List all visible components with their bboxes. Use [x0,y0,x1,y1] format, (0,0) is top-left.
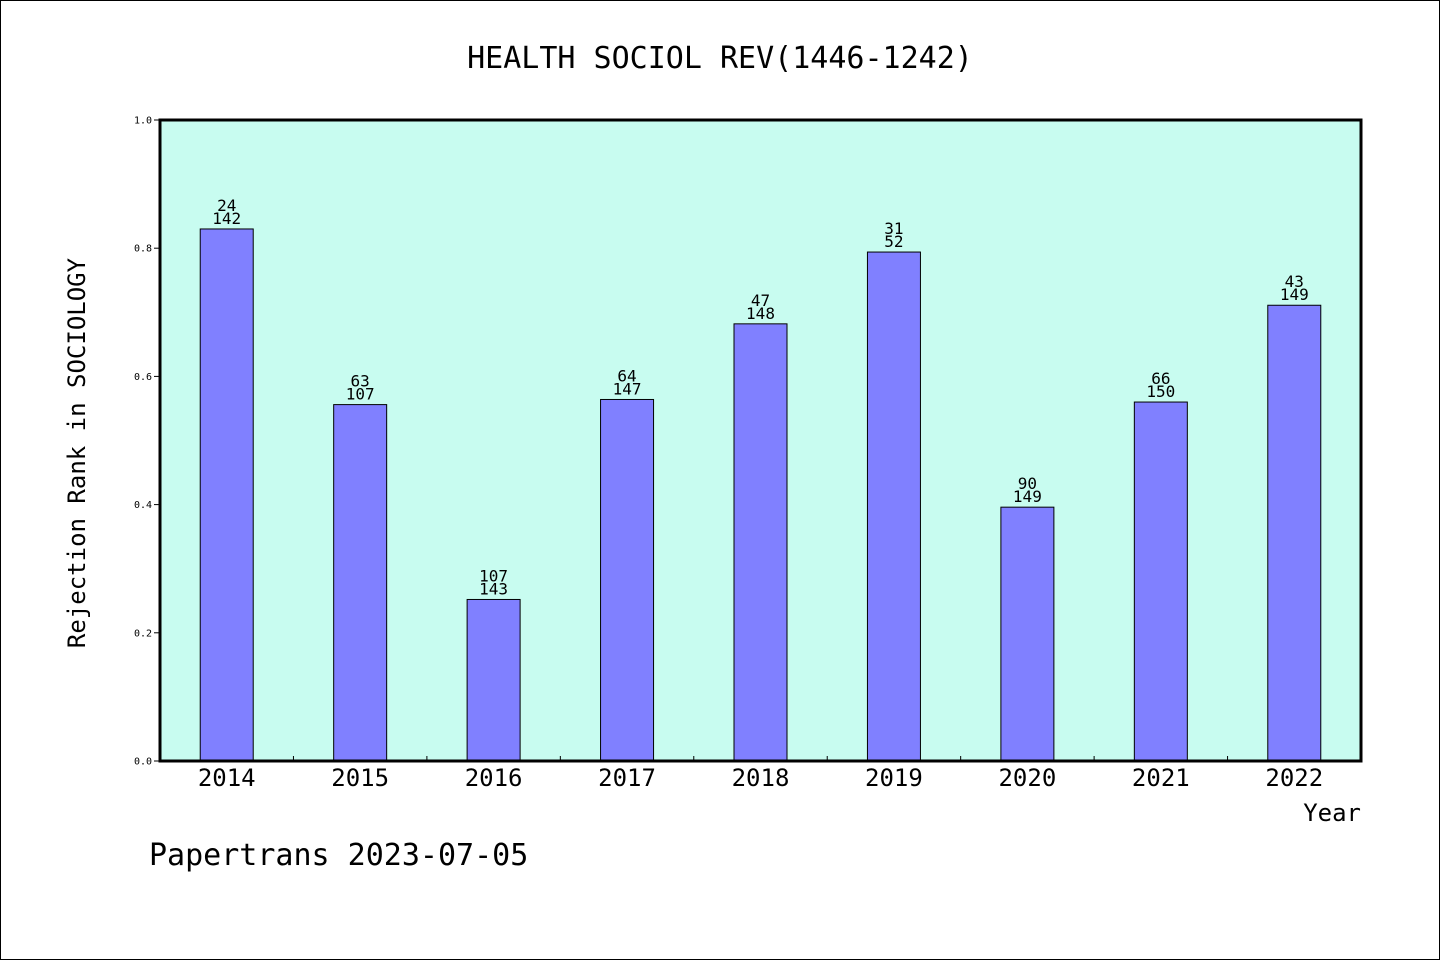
y-tick-label: 0.8 [134,244,152,255]
data-label-top: 24 [217,196,236,215]
data-label-bottom: 147 [613,379,642,398]
y-tick-label: 0.2 [134,628,152,639]
bar-2020 [1000,506,1055,762]
data-label-top: 90 [1018,474,1037,493]
footer-text: Papertrans 2023-07-05 [149,838,528,873]
data-label-top: 66 [1151,369,1170,388]
x-tick-label: 2014 [198,764,256,792]
data-label-top: 47 [751,291,770,310]
data-label-bottom: 149 [1280,285,1309,304]
y-tick-label: 0.6 [134,372,152,383]
data-label-bottom: 149 [1013,487,1042,506]
bar-2021 [1133,401,1188,762]
x-tick-label: 2017 [598,764,656,792]
bar-2017 [600,398,655,762]
bar-2022 [1267,304,1322,762]
bar-2015 [333,404,388,762]
x-axis: 2014 2015 2016 2017 2018 2019 2020 2021 2022 [198,756,1323,792]
data-label-top: 64 [617,366,636,385]
data-label-bottom: 142 [212,209,241,228]
chart-title: HEALTH SOCIOL REV(1446-1242) [467,41,973,76]
data-label-bottom: 107 [346,385,375,404]
x-tick-label: 2018 [732,764,790,792]
data-label-bottom: 52 [884,232,903,251]
x-tick-label: 2022 [1265,764,1323,792]
bar-2018 [733,323,788,762]
data-label-top: 31 [884,219,903,238]
data-label-bottom: 148 [746,304,775,323]
x-tick-label: 2015 [331,764,389,792]
y-tick-label: 0.0 [134,757,152,768]
x-tick-label: 2020 [998,764,1056,792]
x-tick-label: 2021 [1132,764,1190,792]
bar-2014 [199,228,254,762]
plot-border [158,118,1363,763]
data-label-top: 63 [351,372,370,391]
x-tick-label: 2019 [865,764,923,792]
y-tick-label: 0.4 [134,500,152,511]
x-tick-label: 2016 [465,764,523,792]
x-axis-label: Year [1303,799,1361,827]
data-label-top: 107 [479,566,508,585]
data-label-bottom: 143 [479,579,508,598]
y-axis: 0.0 0.2 0.4 0.6 0.8 1.0 [134,116,160,768]
bar-2016 [466,598,521,762]
bar-2019 [866,251,921,762]
data-label-bottom: 150 [1146,382,1175,401]
data-label-top: 43 [1285,272,1304,291]
y-axis-label: Rejection Rank in SOCIOLOGY [63,257,91,648]
y-tick-label: 1.0 [134,116,152,127]
